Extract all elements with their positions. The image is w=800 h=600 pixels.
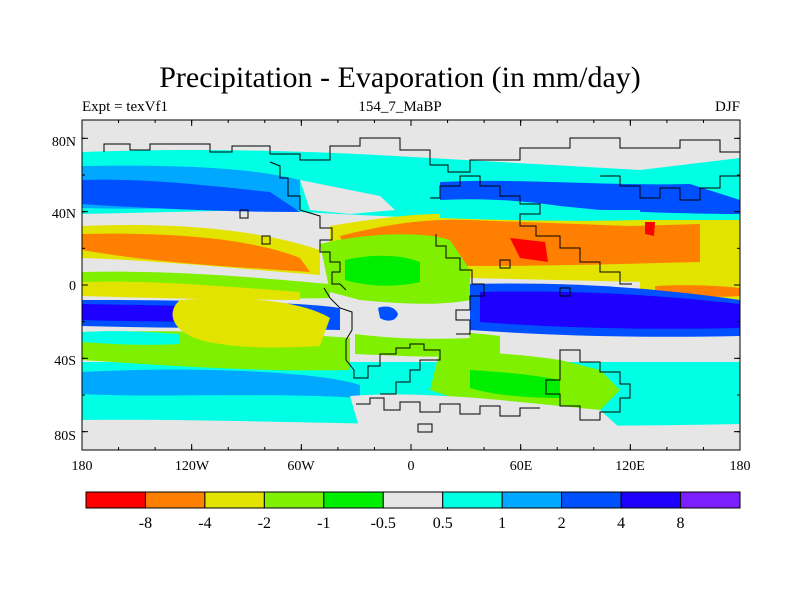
- experiment-label: Expt = texVf1: [82, 99, 168, 115]
- coastline-islands-3: [417, 423, 433, 433]
- colorbar-swatch: [263, 491, 325, 509]
- axis-ticks: [81, 120, 741, 450]
- colorbar-swatch: [323, 491, 384, 509]
- age-label: 154_7_MaBP: [358, 99, 442, 115]
- ytick-label: 40S: [54, 354, 76, 369]
- coastline-africa: [430, 175, 632, 285]
- colorbar-label: -1: [317, 515, 330, 532]
- xtick-label: 180: [72, 459, 93, 474]
- colorbar-swatch: [501, 491, 563, 509]
- xtick-label: 60W: [287, 459, 315, 474]
- colorbar-label: -8: [139, 515, 152, 532]
- land-equator-gray: [340, 300, 470, 339]
- coastline-america-south: [323, 287, 441, 395]
- plot-title: Precipitation - Evaporation (in mm/day): [159, 61, 641, 94]
- coastline-america-north: [269, 161, 347, 291]
- coastline-islands-1: [261, 235, 271, 245]
- colorbar-swatch: [680, 491, 741, 509]
- colorbar-swatch: [144, 491, 206, 509]
- season-label: DJF: [714, 99, 740, 115]
- ytick-label: 40N: [52, 207, 76, 222]
- coastline-north: [103, 137, 740, 173]
- coastline-asia-east: [600, 175, 740, 201]
- xtick-label: 180: [730, 459, 751, 474]
- colorbar-label: -4: [198, 515, 211, 532]
- coastline-antarctic: [356, 397, 540, 417]
- colorbar-label: -0.5: [371, 515, 396, 532]
- colorbar-swatch: [204, 491, 265, 509]
- colorbar-label: -2: [258, 515, 271, 532]
- colorbar: -8 -4 -2 -1 -0.5 0.5 1 2 4 8: [85, 491, 741, 532]
- band-sh-subtrop-pac-yellow: [172, 298, 330, 348]
- coastlines: [103, 137, 740, 433]
- ytick-label: 80S: [54, 429, 76, 444]
- ytick-label: 0: [69, 279, 76, 294]
- band-sh-subtrop-pac-cyan: [82, 331, 180, 345]
- band-nh-subtrop-pac-orange: [82, 233, 310, 272]
- colorbar-swatch: [85, 491, 146, 509]
- coastline-eurasia: [435, 234, 485, 335]
- band-eq-pac-yellow: [82, 281, 300, 300]
- ytick-label: 80N: [52, 135, 76, 150]
- xtick-label: 0: [408, 459, 415, 474]
- colorbar-swatch: [620, 491, 682, 509]
- band-north-blue-pac: [82, 179, 300, 212]
- land-equator-blue: [378, 306, 398, 321]
- band-southern-blue: [82, 369, 360, 398]
- colorbar-label: 8: [677, 515, 685, 532]
- colorbar-swatch: [442, 491, 503, 509]
- colorbar-label: 0.5: [433, 515, 453, 532]
- colorbar-label: 4: [617, 515, 625, 532]
- coastline-islands-2: [239, 209, 249, 219]
- coastline-australia: [545, 349, 631, 421]
- colorbar-label: 1: [498, 515, 506, 532]
- coastline-islands-5: [559, 287, 571, 297]
- xtick-label: 120E: [615, 459, 645, 474]
- land-antarctic-gray: [350, 394, 620, 430]
- band-nh-red: [510, 238, 548, 262]
- land-southern-bright: [470, 370, 560, 398]
- colorbar-swatch: [561, 491, 622, 509]
- colorbar-label: 2: [558, 515, 566, 532]
- land-africa-green-bright: [345, 255, 420, 286]
- xtick-label: 120W: [175, 459, 210, 474]
- band-itcz-atl-darkblue: [480, 291, 740, 329]
- xtick-label: 60E: [510, 459, 533, 474]
- land-north-central-gray: [300, 180, 395, 214]
- coastline-islands-4: [499, 259, 511, 269]
- band-nh-red-east: [645, 222, 655, 236]
- colorbar-swatch: [382, 491, 444, 509]
